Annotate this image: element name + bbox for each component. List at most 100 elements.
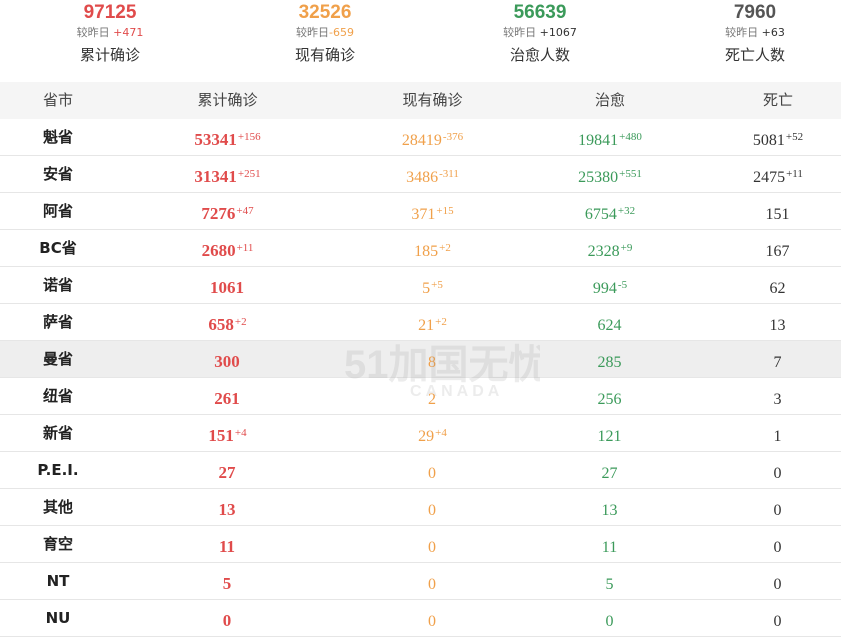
cell-confirmed-delta: +156 [237, 131, 261, 143]
cell-province: 新省 [8, 415, 108, 451]
cell-current-value: 0 [428, 502, 436, 519]
cell-deaths: 0 [718, 563, 838, 599]
cell-deaths-value: 13 [769, 317, 786, 334]
cell-confirmed: 300 [160, 341, 295, 377]
cell-confirmed-value: 31341 [194, 167, 237, 186]
cell-province: P.E.I. [8, 452, 108, 488]
cell-confirmed-delta: +2 [234, 316, 247, 328]
cell-confirmed-value: 27 [218, 463, 236, 482]
cell-current-delta: -376 [442, 131, 464, 143]
cell-province-value: NU [45, 609, 71, 627]
compare-delta: -659 [329, 26, 354, 39]
cell-confirmed: 658+2 [160, 304, 295, 340]
cell-current-value: 2 [428, 391, 436, 408]
compare-label: 较昨日 [296, 26, 330, 39]
cell-cured-value: 994 [592, 280, 617, 297]
header-deaths: 死亡 [762, 91, 793, 109]
cell-cured-value: 285 [597, 354, 622, 371]
table-row: NT 5 0 5 0 [0, 563, 841, 600]
stat-label: 累计确诊 [79, 46, 140, 64]
cell-current-delta: -311 [439, 168, 459, 180]
cell-confirmed-value: 0 [222, 611, 232, 630]
table-row: 安省 31341+251 3486-311 25380+551 2475+11 [0, 156, 841, 193]
cell-cured: 256 [545, 378, 675, 414]
cell-province-value: 阿省 [42, 202, 73, 220]
cell-cured-value: 13 [601, 502, 618, 519]
cell-current-value: 29 [418, 428, 435, 445]
cell-current-value: 3486 [406, 169, 439, 186]
stat-cured: 56639 较昨日 +1067 治愈人数 [440, 0, 640, 65]
cell-current: 29+4 [365, 415, 500, 451]
cell-current: 2 [365, 378, 500, 414]
table-row: 育空 11 0 11 0 [0, 526, 841, 563]
cell-deaths-value: 0 [773, 465, 782, 482]
cell-current: 0 [365, 563, 500, 599]
cell-confirmed: 5 [160, 563, 295, 599]
cell-confirmed-value: 53341 [194, 130, 237, 149]
cell-cured: 0 [545, 600, 675, 636]
cell-confirmed: 11 [160, 526, 295, 562]
cell-deaths-value: 0 [773, 613, 782, 630]
stat-value: 97125 [83, 2, 137, 23]
cell-province-value: 诺省 [42, 276, 73, 294]
cell-deaths: 151 [718, 193, 838, 229]
cell-current-value: 8 [428, 354, 436, 371]
cell-province-value: 育空 [42, 535, 73, 553]
cell-province-value: P.E.I. [37, 461, 79, 479]
cell-province: 纽省 [8, 378, 108, 414]
table-row: 其他 13 0 13 0 [0, 489, 841, 526]
stat-value: 32526 [298, 2, 352, 23]
cell-deaths: 0 [718, 600, 838, 636]
cell-deaths-value: 0 [773, 502, 782, 519]
cell-cured: 27 [545, 452, 675, 488]
cell-confirmed: 7276+47 [160, 193, 295, 229]
table-row: 萨省 658+2 21+2 624 13 [0, 304, 841, 341]
cell-confirmed-value: 2680 [201, 241, 236, 260]
cell-cured-value: 19841 [578, 132, 619, 149]
cell-cured-value: 25380 [578, 169, 619, 186]
cell-current-value: 371 [411, 206, 436, 223]
cell-confirmed-value: 658 [208, 315, 234, 334]
cell-confirmed: 13 [160, 489, 295, 525]
cell-current-value: 5 [422, 280, 431, 297]
cell-confirmed-delta: +4 [234, 427, 247, 439]
table-row: 纽省 261 2 256 3 [0, 378, 841, 415]
cell-cured: 5 [545, 563, 675, 599]
compare-delta: +1067 [539, 26, 577, 39]
cell-current: 0 [365, 526, 500, 562]
cell-confirmed-value: 11 [218, 537, 236, 556]
cell-cured-value: 2328 [587, 243, 620, 260]
compare-delta: +471 [113, 26, 144, 39]
cell-confirmed: 2680+11 [160, 230, 295, 266]
cell-cured-value: 256 [597, 391, 622, 408]
cell-province: NT [8, 563, 108, 599]
cell-cured-delta: -5 [617, 279, 628, 291]
summary-bar: 97125 较昨日 +471 累计确诊 32526 较昨日-659 现有确诊 5… [0, 0, 841, 80]
header-province: 省市 [42, 91, 73, 109]
table-row: 新省 151+4 29+4 121 1 [0, 415, 841, 452]
cell-province-value: 魁省 [42, 128, 73, 146]
cell-current: 28419-376 [365, 119, 500, 155]
stat-compare: 较昨日 +63 [655, 26, 841, 40]
cell-province-value: 曼省 [42, 350, 73, 368]
cell-confirmed-value: 7276 [201, 204, 236, 223]
cell-current-value: 185 [414, 243, 439, 260]
cell-current-value: 21 [418, 317, 435, 334]
cell-confirmed-delta: +47 [236, 205, 254, 217]
cell-current: 8 [365, 341, 500, 377]
cell-deaths: 7 [718, 341, 838, 377]
cell-cured: 11 [545, 526, 675, 562]
cell-cured-value: 11 [601, 539, 618, 556]
cell-cured-delta: +551 [619, 168, 642, 180]
cell-province: 育空 [8, 526, 108, 562]
cell-current: 3486-311 [365, 156, 500, 192]
cell-confirmed: 53341+156 [160, 119, 295, 155]
cell-deaths: 167 [718, 230, 838, 266]
cell-confirmed-value: 300 [214, 352, 240, 371]
cell-current: 5+5 [365, 267, 500, 303]
cell-current-value: 0 [428, 576, 436, 593]
cell-current: 0 [365, 489, 500, 525]
cell-confirmed: 31341+251 [160, 156, 295, 192]
table-header: 省市 累计确诊 现有确诊 治愈 死亡 [0, 82, 841, 119]
cell-cured-delta: +32 [617, 205, 636, 217]
